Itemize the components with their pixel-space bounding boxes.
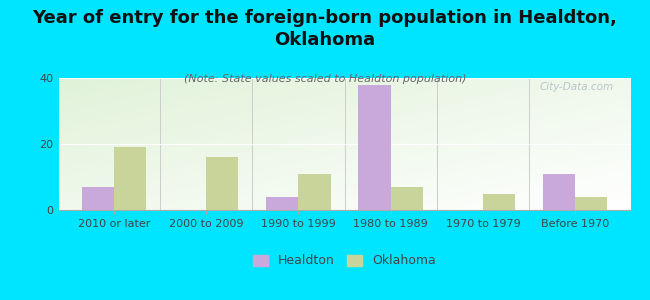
Bar	[114, 147, 146, 210]
Bar	[358, 85, 391, 210]
Bar	[575, 197, 608, 210]
Text: City-Data.com: City-Data.com	[540, 82, 614, 92]
Bar	[543, 174, 575, 210]
Bar	[81, 187, 114, 210]
Bar	[206, 157, 239, 210]
Bar	[266, 197, 298, 210]
Legend: Healdton, Oklahoma: Healdton, Oklahoma	[248, 249, 441, 272]
Text: Year of entry for the foreign-born population in Healdton,
Oklahoma: Year of entry for the foreign-born popul…	[32, 9, 617, 49]
Bar	[483, 194, 515, 210]
Bar	[391, 187, 423, 210]
Text: (Note: State values scaled to Healdton population): (Note: State values scaled to Healdton p…	[184, 74, 466, 83]
Bar	[298, 174, 331, 210]
